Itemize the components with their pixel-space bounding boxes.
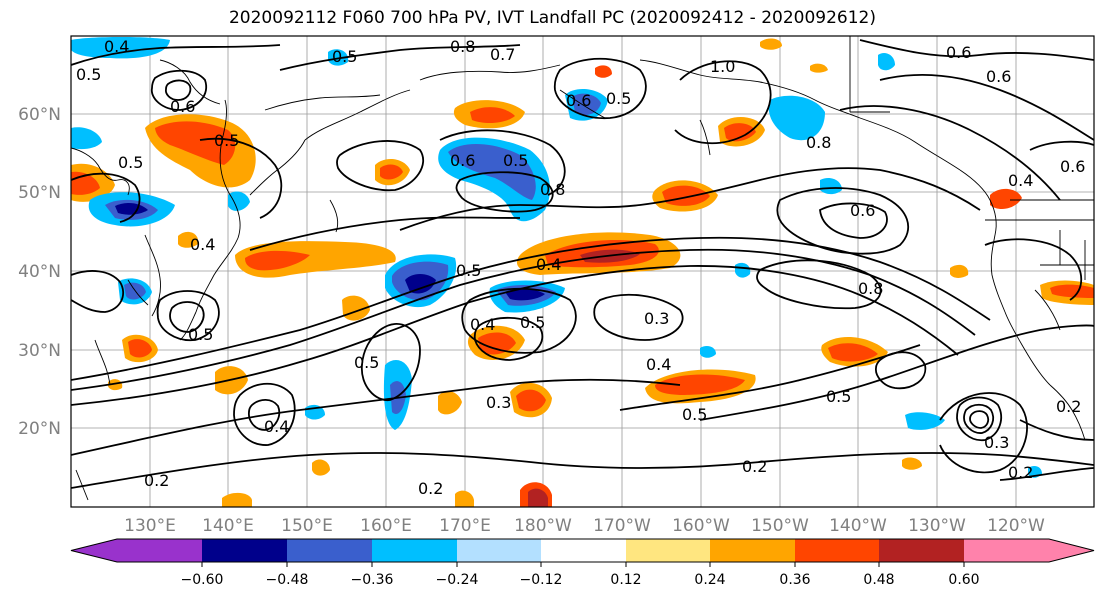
contour-label: 0.5: [118, 153, 143, 172]
contour-labels: 0.4 0.5 0.5 0.8 0.7 1.0 0.6 0.6 0.5 0.5 …: [76, 37, 1085, 498]
contour-label: 0.8: [858, 279, 883, 298]
contour-label: 0.2: [1056, 397, 1081, 416]
lon-label: 150°E: [281, 516, 333, 536]
colorbar-tick-label: −0.60: [181, 572, 224, 588]
contour-label: 0.5: [456, 261, 481, 280]
contour-label: 0.6: [566, 91, 591, 110]
contour-label: 0.4: [190, 235, 215, 254]
contour-label: 0.2: [742, 457, 767, 476]
lon-label: 140°W: [829, 516, 887, 536]
lat-label: 20°N: [18, 419, 61, 439]
contour-label: 0.4: [470, 315, 495, 334]
lon-label: 120°W: [987, 516, 1045, 536]
contour-label: 0.6: [850, 201, 875, 220]
lon-label: 130°E: [124, 516, 176, 536]
lon-label: 170°E: [439, 516, 491, 536]
lon-label: 160°E: [360, 516, 412, 536]
colorbar-tick-label: 0.48: [863, 572, 894, 588]
contour-label: 0.5: [76, 65, 101, 84]
contour-label: 0.3: [984, 433, 1009, 452]
map-title: 2020092112 F060 700 hPa PV, IVT Landfall…: [228, 8, 876, 28]
contour-label: 0.3: [644, 309, 669, 328]
contour-label: 0.4: [1008, 171, 1033, 190]
colorbar-segment: [795, 539, 879, 562]
contour-label: 0.4: [536, 255, 561, 274]
lon-label: 140°E: [202, 516, 254, 536]
contour-label: 0.7: [490, 45, 515, 64]
colorbar-segment: [541, 539, 626, 562]
colorbar-tick-label: 0.60: [948, 572, 979, 588]
plot-frame: [70, 35, 1095, 508]
colorbar-tick-label: −0.12: [520, 572, 563, 588]
contour-label: 0.2: [1008, 463, 1033, 482]
contour-label: 0.5: [354, 353, 379, 372]
colorbar-segment: [457, 539, 541, 562]
lat-label: 30°N: [18, 341, 61, 361]
colorbar-segment: [879, 539, 964, 562]
negative-anomaly-fills: [71, 37, 1042, 478]
positive-anomaly-fills: [71, 38, 1094, 507]
contour-label: 0.8: [450, 37, 475, 56]
lon-label: 180°W: [514, 516, 572, 536]
colorbar-segment: [202, 539, 287, 562]
lat-label: 50°N: [18, 183, 61, 203]
lat-label: 40°N: [18, 262, 61, 282]
lon-label: 130°W: [908, 516, 966, 536]
lat-label: 60°N: [18, 105, 61, 125]
contour-label: 0.4: [104, 37, 129, 56]
longitude-labels: 130°E 140°E 150°E 160°E 170°E 180°W 170°…: [124, 516, 1045, 536]
colorbar-tick-label: 0.12: [610, 572, 641, 588]
contour-label: 0.6: [946, 43, 971, 62]
contour-label: 0.6: [1060, 157, 1085, 176]
colorbar-segment: [372, 539, 457, 562]
colorbar-tick-label: −0.24: [436, 572, 479, 588]
contour-label: 0.5: [826, 387, 851, 406]
contour-label: 0.6: [450, 151, 475, 170]
contour-label: 0.5: [520, 313, 545, 332]
lon-label: 170°W: [593, 516, 651, 536]
contour-label: 0.5: [682, 405, 707, 424]
contour-label: 0.2: [144, 471, 169, 490]
colorbar-segment: [964, 539, 1094, 562]
contour-label: 0.6: [986, 67, 1011, 86]
plot-area: 0.4 0.5 0.5 0.8 0.7 1.0 0.6 0.6 0.5 0.5 …: [71, 36, 1094, 507]
colorbar-tick-label: 0.24: [694, 572, 725, 588]
colorbar-segment: [626, 539, 710, 562]
colorbar: −0.60 −0.48 −0.36 −0.24 −0.12 0.12 0.24 …: [70, 538, 1095, 588]
contour-label: 0.4: [264, 417, 289, 436]
contour-label: 0.8: [540, 180, 565, 199]
contour-label: 0.2: [418, 479, 443, 498]
contour-label: 0.8: [806, 133, 831, 152]
coastlines: [71, 36, 1094, 501]
contour-label: 0.5: [332, 47, 357, 66]
colorbar-segment: [71, 539, 202, 562]
colorbar-segment: [710, 539, 795, 562]
ivt-contours: [71, 39, 1094, 489]
colorbar-tick-label: −0.36: [351, 572, 394, 588]
contour-label: 0.6: [170, 97, 195, 116]
latitude-labels: 60°N 50°N 40°N 30°N 20°N: [18, 105, 61, 439]
colorbar-segment: [287, 539, 372, 562]
colorbar-tick-label: 0.36: [779, 572, 810, 588]
contour-label: 0.5: [214, 131, 239, 150]
contour-label: 0.5: [503, 151, 528, 170]
colorbar-tick-label: −0.48: [266, 572, 309, 588]
contour-label: 0.5: [188, 325, 213, 344]
contour-label: 0.4: [646, 355, 671, 374]
contour-label: 0.3: [486, 393, 511, 412]
lon-label: 160°W: [672, 516, 730, 536]
lon-label: 150°W: [751, 516, 809, 536]
contour-label: 1.0: [710, 57, 735, 76]
contour-label: 0.5: [606, 89, 631, 108]
